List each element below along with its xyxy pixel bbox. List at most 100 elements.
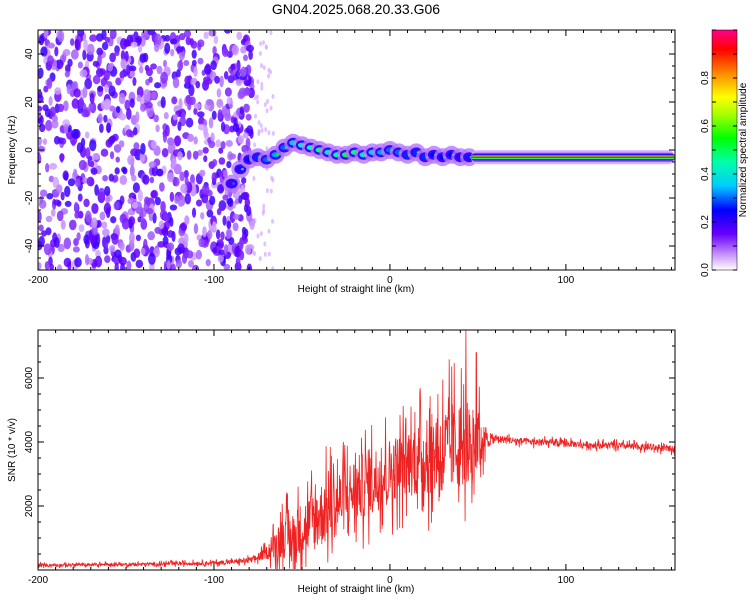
noise-blob — [74, 257, 82, 268]
snr-xlabel: Height of straight line (km) — [298, 584, 415, 595]
noise-blob — [128, 65, 137, 72]
noise-blob — [45, 215, 53, 223]
noise-blob — [143, 89, 151, 101]
noise-blob — [183, 233, 189, 244]
noise-blob — [147, 231, 156, 241]
noise-blob — [256, 79, 260, 85]
noise-blob — [114, 50, 120, 57]
noise-blob — [222, 215, 227, 226]
noise-blob — [82, 177, 88, 184]
noise-blob — [122, 167, 128, 175]
noise-blob — [191, 49, 197, 59]
noise-blob — [54, 46, 59, 57]
noise-blob — [50, 208, 56, 217]
noise-blob — [184, 193, 191, 205]
noise-blob — [132, 182, 140, 193]
noise-blob — [271, 130, 275, 136]
noise-blob — [119, 38, 128, 50]
noise-blob — [130, 148, 138, 157]
noise-blob — [269, 69, 273, 75]
noise-blob — [271, 94, 275, 100]
noise-blob — [109, 245, 116, 252]
noise-blob — [71, 128, 79, 139]
noise-blob — [191, 59, 197, 67]
noise-blob — [62, 49, 71, 57]
noise-blob — [188, 96, 196, 106]
figure-title: GN04.2025.068.20.33.G06 — [272, 1, 440, 17]
noise-blob — [195, 199, 203, 207]
snr-panel: -200 -100 0 100 2000 4000 6000 Height of strai… — [7, 329, 676, 595]
noise-blob — [253, 142, 257, 148]
colorbar-gradient — [711, 29, 738, 271]
noise-blob — [167, 242, 175, 252]
noise-blob — [197, 149, 203, 156]
noise-blob — [107, 63, 114, 72]
noise-blob — [49, 162, 58, 170]
noise-blob — [260, 63, 264, 69]
noise-blob — [133, 142, 140, 150]
noise-blob — [105, 196, 111, 204]
snr-xtick-label: -200 — [28, 575, 48, 586]
noise-blob — [183, 169, 189, 179]
noise-blob — [96, 47, 104, 56]
noise-blob — [156, 65, 163, 75]
noise-blob — [66, 83, 72, 95]
noise-blob — [39, 189, 48, 197]
noise-blob — [225, 139, 233, 147]
noise-blob — [62, 119, 71, 128]
noise-blob — [188, 260, 194, 268]
noise-blob — [178, 199, 184, 207]
noise-blob — [259, 123, 263, 129]
noise-blob — [73, 88, 81, 98]
noise-blob — [132, 77, 137, 87]
noise-blob — [187, 103, 192, 111]
noise-blob — [113, 144, 122, 153]
noise-blob — [162, 212, 169, 222]
noise-blob — [119, 70, 125, 79]
noise-blob — [248, 50, 253, 61]
noise-blob — [171, 96, 178, 105]
noise-blob — [109, 151, 115, 160]
spectrogram-xtick-label: -200 — [28, 275, 48, 286]
noise-blob — [129, 98, 135, 108]
noise-blob — [131, 201, 138, 209]
noise-blob — [43, 243, 51, 250]
noise-blob — [262, 40, 266, 46]
noise-blob — [190, 174, 195, 185]
noise-blob — [161, 148, 169, 158]
noise-blob — [109, 135, 116, 143]
noise-blob — [144, 196, 150, 205]
noise-blob — [82, 49, 87, 61]
noise-blob — [190, 40, 198, 49]
noise-blob — [74, 38, 80, 50]
noise-blob — [207, 229, 213, 240]
colorbar-label: Normalized spectral amplitude — [738, 82, 749, 217]
noise-blob — [100, 100, 107, 110]
noise-blob — [136, 94, 142, 102]
noise-blob — [187, 133, 194, 142]
noise-blob — [158, 220, 165, 230]
noise-blob — [109, 52, 116, 63]
noise-blob — [170, 38, 178, 45]
noise-blob — [69, 38, 75, 46]
noise-blob — [51, 119, 59, 129]
noise-blob — [226, 229, 232, 239]
noise-blob — [111, 233, 119, 245]
noise-blob — [115, 77, 122, 86]
noise-blob — [267, 73, 271, 79]
noise-blob — [45, 119, 53, 132]
noise-blob — [130, 41, 138, 48]
noise-blob — [223, 30, 232, 34]
noise-blob — [269, 105, 273, 111]
noise-blob — [59, 153, 64, 163]
noise-blob — [236, 31, 243, 40]
noise-blob — [217, 254, 224, 263]
noise-blob — [89, 34, 98, 42]
noise-blob — [172, 76, 180, 89]
noise-blob — [166, 172, 175, 183]
noise-blob — [81, 109, 90, 118]
noise-blob — [88, 102, 94, 111]
noise-blob — [138, 65, 144, 74]
noise-blob — [73, 168, 78, 179]
